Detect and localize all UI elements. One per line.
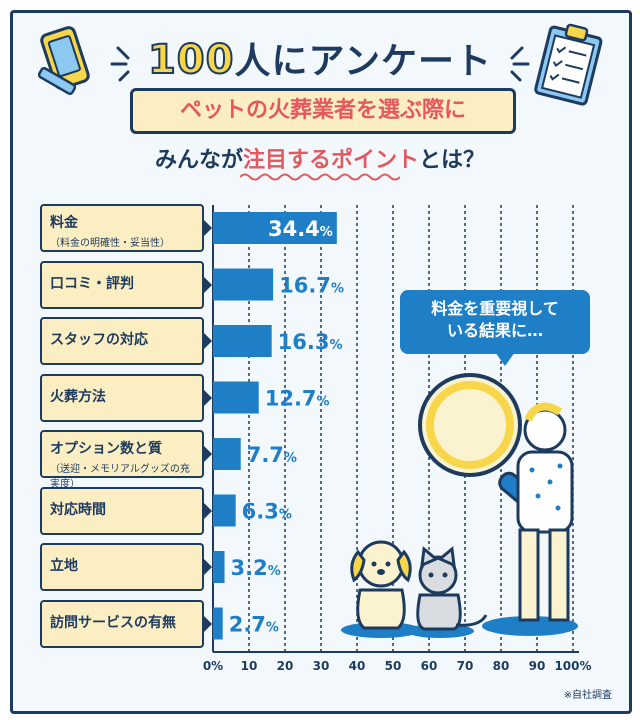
category-label: 訪問サービスの有無 [40,599,204,648]
bubble-line-2: いる結果に… [446,321,543,340]
x-tick-label: 60 [421,659,438,673]
page-title: 100人にアンケート [0,32,640,84]
source-note: ※自社調査 [563,690,612,701]
label-pointer [204,446,212,462]
bubble-line-1: 料金を重要視して [431,299,559,318]
category-label: 料金 （料金の明確性・妥当性） [40,204,204,252]
category-label-note: （送迎・メモリアルグッズの充実度） [50,464,190,490]
category-label-text: オプション数と質 [50,441,162,457]
label-pointer [204,220,212,236]
speech-bubble: 料金を重要視して いる結果に… [400,290,590,354]
bar-value-label: 16.3% [278,330,343,354]
bar-value-label: 3.2% [231,556,281,580]
label-pointer [204,389,212,406]
x-tick-label: 100% [554,659,591,673]
title-text: 人にアンケート [234,41,493,82]
category-label: 火葬方法 [40,373,204,422]
x-tick-label: 50 [385,659,402,673]
bar [213,325,272,357]
dog-icon [341,540,421,638]
bar-value-label: 12.7% [265,387,330,411]
x-tick-label: 80 [493,659,510,673]
bar [213,268,274,301]
category-label-text: 対応時間 [50,501,106,518]
x-tick-label: 10 [241,659,258,673]
category-label-text: 料金 [50,215,78,231]
person-with-magnifier-icon [418,373,578,636]
x-tick-label: 30 [313,659,330,673]
wavy-underline [240,173,400,181]
x-tick-label: 20 [277,659,294,673]
clipboard-icon [534,23,603,106]
phone-icon [37,26,90,95]
x-tick-label: 0% [203,659,223,673]
category-label-text: 立地 [50,558,78,574]
bar [213,551,225,583]
x-tick-label: 90 [529,659,546,673]
speech-bubble-tail [495,352,515,366]
bar [213,607,223,640]
bar-value-label: 7.7% [247,443,297,467]
category-label-note: （料金の明確性・妥当性） [50,238,170,249]
x-tick-label: 70 [457,659,474,673]
bar [213,494,236,527]
category-label: オプション数と質 （送迎・メモリアルグッズの充実度） [40,430,204,490]
bar [213,212,337,244]
category-label: 対応時間 [40,486,204,535]
bar-value-label: 2.7% [229,613,279,637]
category-label: スタッフの対応 [40,317,204,365]
spark-lines [110,46,530,82]
category-label-text: 訪問サービスの有無 [50,614,176,631]
label-pointer [204,276,212,293]
title-number: 100 [147,36,235,84]
category-label: 立地 [40,543,204,591]
subtitle-highlight: 注目するポイント [242,148,419,173]
subtitle-pre: みんなが [154,148,243,173]
bar [213,438,241,470]
label-pointer [204,615,212,632]
subtitle-post: とは？ [419,148,486,173]
category-label-text: 火葬方法 [50,388,106,405]
label-pointer [204,502,212,519]
banner: ペットの火葬業者を選ぶ際に [130,88,516,134]
bar-value-label: 34.4% [268,217,333,241]
label-pointer [204,333,212,349]
x-tick-label: 40 [349,659,366,673]
cat-icon [406,546,488,638]
category-label-text: スタッフの対応 [50,332,148,348]
bar-value-label: 6.3% [242,500,292,524]
label-pointer [204,559,212,575]
category-label: 口コミ・評判 [40,260,204,309]
subtitle: みんなが注目するポイントとは？ [0,142,640,174]
category-label-text: 口コミ・評判 [50,275,134,292]
bar [213,381,259,414]
bar-value-label: 16.7% [279,274,344,298]
